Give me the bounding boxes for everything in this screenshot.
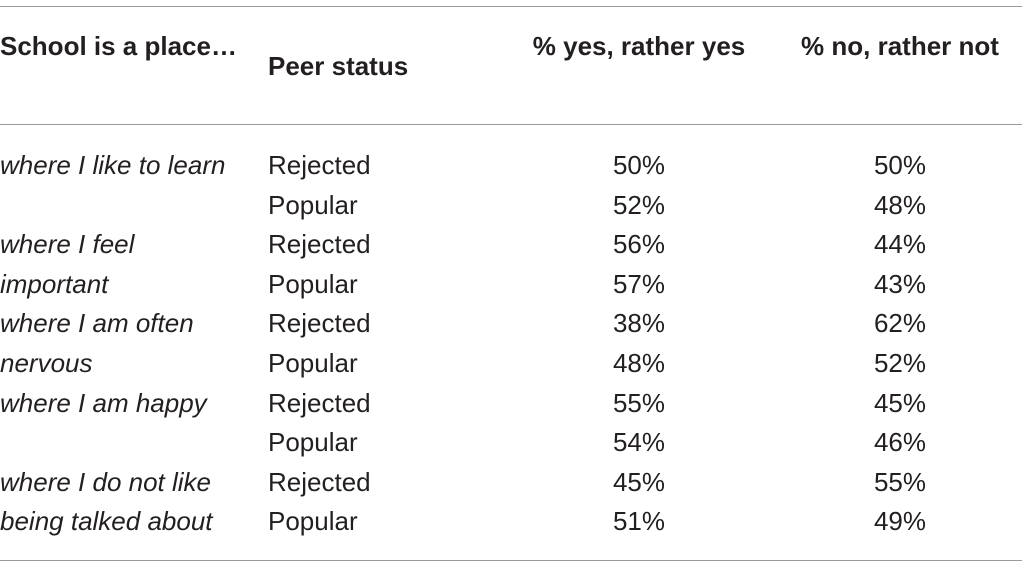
yes-cell: 38% bbox=[612, 308, 666, 339]
yes-cell: 55% bbox=[612, 387, 666, 418]
item-cell: nervous bbox=[0, 347, 93, 378]
item-cell: where I am happy bbox=[0, 387, 207, 418]
status-cell: Rejected bbox=[268, 150, 371, 180]
yes-cell: 54% bbox=[612, 427, 666, 458]
table-top-rule bbox=[0, 6, 1022, 7]
item-cell: where I do not like bbox=[0, 466, 212, 497]
header-no: % no, rather not bbox=[801, 31, 999, 61]
status-cell: Popular bbox=[268, 347, 358, 378]
table-row: being talked about Popular 51% 49% bbox=[0, 501, 1022, 541]
table-row: Popular 54% 46% bbox=[0, 422, 1022, 462]
no-cell: 45% bbox=[873, 387, 927, 418]
item-cell: where I like to learn bbox=[0, 150, 226, 180]
status-cell: Popular bbox=[268, 427, 358, 458]
table-row: important Popular 57% 43% bbox=[0, 264, 1022, 304]
table-row: where I feel Rejected 56% 44% bbox=[0, 224, 1022, 264]
no-cell: 52% bbox=[873, 347, 927, 378]
item-cell: important bbox=[0, 268, 109, 299]
table-row: where I am happy Rejected 55% 45% bbox=[0, 383, 1022, 423]
item-cell: where I feel bbox=[0, 229, 135, 260]
table-row: where I like to learn Rejected 50% 50% bbox=[0, 145, 1022, 185]
no-cell: 44% bbox=[873, 229, 927, 260]
table-header-rule bbox=[0, 124, 1022, 125]
yes-cell: 51% bbox=[612, 506, 666, 537]
yes-cell: 50% bbox=[612, 150, 666, 180]
header-peer-status: Peer status bbox=[268, 51, 409, 81]
no-cell: 50% bbox=[873, 150, 927, 180]
item-cell: being talked about bbox=[0, 506, 213, 537]
yes-cell: 52% bbox=[612, 189, 666, 220]
yes-cell: 57% bbox=[612, 268, 666, 299]
no-cell: 43% bbox=[873, 268, 927, 299]
status-cell: Rejected bbox=[268, 308, 371, 339]
yes-cell: 56% bbox=[612, 229, 666, 260]
no-cell: 55% bbox=[873, 466, 927, 497]
table-body: where I like to learn Rejected 50% 50% P… bbox=[0, 145, 1022, 541]
table-row: where I am often Rejected 38% 62% bbox=[0, 303, 1022, 343]
header-yes: % yes, rather yes bbox=[532, 31, 746, 61]
yes-cell: 48% bbox=[612, 347, 666, 378]
no-cell: 48% bbox=[873, 189, 927, 220]
status-cell: Popular bbox=[268, 268, 358, 299]
status-cell: Rejected bbox=[268, 229, 371, 260]
header-item: School is a place… bbox=[0, 31, 237, 61]
status-cell: Popular bbox=[268, 189, 358, 220]
table-row: Popular 52% 48% bbox=[0, 185, 1022, 225]
item-cell: where I am often bbox=[0, 308, 194, 339]
table-row: nervous Popular 48% 52% bbox=[0, 343, 1022, 383]
table-row: where I do not like Rejected 45% 55% bbox=[0, 462, 1022, 502]
table-bottom-rule bbox=[0, 560, 1022, 561]
no-cell: 46% bbox=[873, 427, 927, 458]
yes-cell: 45% bbox=[612, 466, 666, 497]
status-cell: Popular bbox=[268, 506, 358, 537]
no-cell: 62% bbox=[873, 308, 927, 339]
status-cell: Rejected bbox=[268, 466, 371, 497]
status-cell: Rejected bbox=[268, 387, 371, 418]
no-cell: 49% bbox=[873, 506, 927, 537]
